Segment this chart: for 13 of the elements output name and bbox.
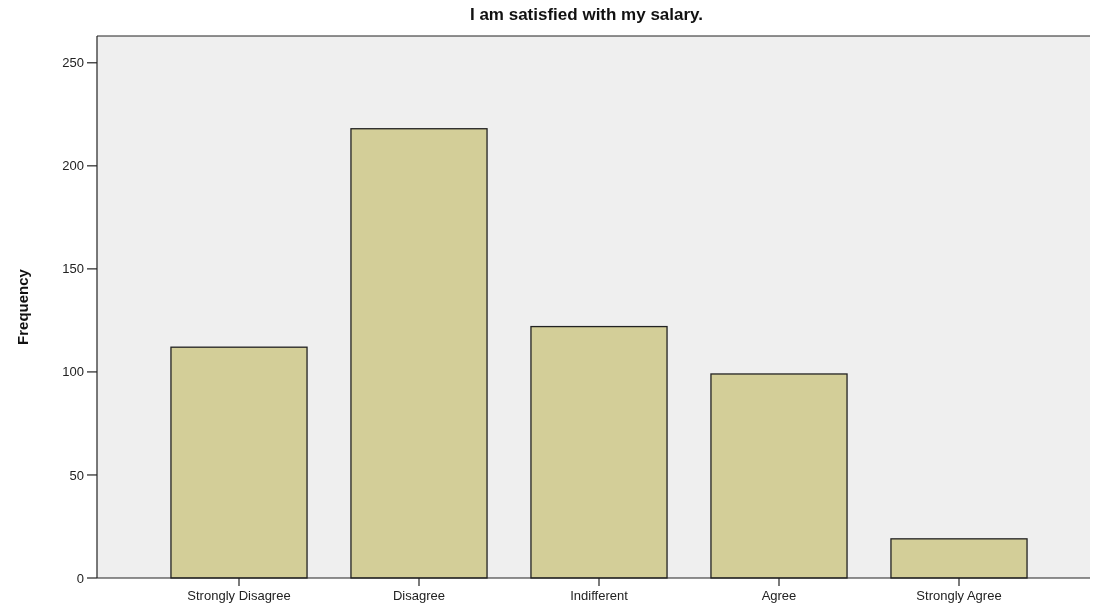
chart-title: I am satisfied with my salary. [469,5,704,24]
y-tick-label: 100 [62,364,84,380]
x-tick-label: Strongly Disagree [187,588,291,603]
x-tick-label: Strongly Agree [916,588,1002,603]
y-tick-label: 150 [62,261,84,277]
x-tick-label: Agree [761,588,797,603]
y-tick-label: 0 [76,570,84,586]
y-tick-label: 50 [69,467,84,483]
y-axis-title: Frequency [14,268,31,345]
y-tick-label: 200 [62,158,84,174]
x-tick-label: Disagree [392,588,446,603]
y-tick-label: 250 [62,55,84,71]
x-tick-label: Indifferent [570,588,629,603]
